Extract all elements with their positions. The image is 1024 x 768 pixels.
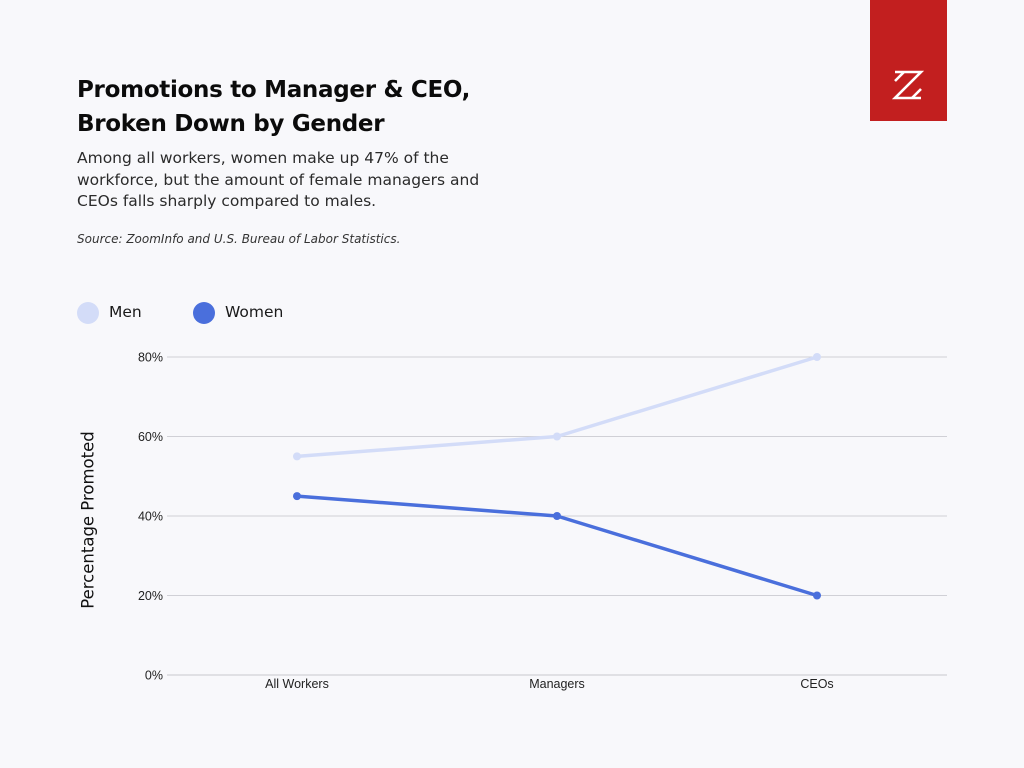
x-tick-label: All Workers bbox=[265, 677, 329, 691]
data-point-women bbox=[293, 492, 301, 501]
description-text: Among all workers, women make up 47% of … bbox=[77, 149, 480, 210]
series-line-men bbox=[295, 355, 819, 459]
x-tick-label: Managers bbox=[529, 677, 585, 691]
title-line-1: Promotions to Manager & CEO, bbox=[77, 77, 471, 103]
y-tick-label: 60% bbox=[138, 430, 163, 444]
data-point-men bbox=[813, 353, 821, 361]
brand-logo bbox=[870, 0, 947, 121]
y-tick-label: 20% bbox=[138, 589, 163, 603]
data-point-women bbox=[813, 591, 821, 600]
data-point-men bbox=[553, 432, 561, 441]
page-title: Promotions to Manager & CEO, Broken Down… bbox=[77, 73, 537, 141]
title-line-2: Broken Down by Gender bbox=[77, 111, 385, 137]
legend-label-men: Men bbox=[109, 303, 142, 321]
zoominfo-z-logo-icon bbox=[892, 70, 924, 100]
legend-swatch-men bbox=[77, 302, 99, 324]
series-lines bbox=[293, 353, 821, 600]
source-note: Source: ZoomInfo and U.S. Bureau of Labo… bbox=[77, 232, 401, 246]
y-tick-label: 80% bbox=[138, 351, 163, 365]
y-tick-label: 0% bbox=[145, 669, 163, 683]
legend-swatch-women bbox=[193, 302, 215, 324]
y-tick-label: 40% bbox=[138, 510, 163, 524]
axis-ticks: 0% 20% 40% 60% 80% All Workers Managers CEOs bbox=[138, 351, 834, 692]
legend-label-women: Women bbox=[225, 303, 284, 321]
x-tick-label: CEOs bbox=[800, 677, 833, 691]
data-point-men bbox=[293, 452, 301, 461]
series-line-women bbox=[295, 494, 819, 598]
data-point-women bbox=[553, 512, 561, 520]
